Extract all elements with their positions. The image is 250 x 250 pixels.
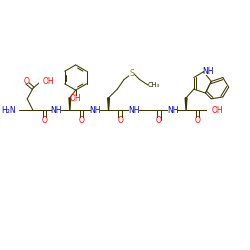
Text: O: O	[156, 116, 162, 125]
Text: NH: NH	[128, 106, 140, 115]
Polygon shape	[185, 98, 187, 110]
Bar	[148, 82, 160, 88]
Text: OH: OH	[43, 77, 54, 86]
Bar	[24, 79, 29, 84]
Bar	[91, 108, 100, 114]
Bar	[72, 96, 80, 101]
Text: O: O	[42, 116, 48, 125]
Bar	[156, 118, 161, 122]
Text: O: O	[23, 77, 29, 86]
Text: O: O	[117, 116, 123, 125]
Bar	[195, 118, 200, 122]
Polygon shape	[108, 98, 110, 110]
Text: NH: NH	[202, 67, 214, 76]
Bar	[207, 108, 216, 114]
Text: NH: NH	[50, 106, 62, 115]
Text: OH: OH	[70, 94, 82, 103]
Bar	[204, 69, 213, 75]
Bar	[42, 118, 47, 122]
Polygon shape	[69, 98, 71, 110]
Bar	[130, 108, 138, 114]
Bar	[79, 118, 84, 122]
Bar	[168, 108, 177, 114]
Text: S: S	[130, 69, 134, 78]
Bar	[39, 79, 46, 84]
Bar	[130, 71, 134, 76]
Text: H₂N: H₂N	[1, 106, 15, 115]
Text: CH₃: CH₃	[148, 82, 160, 88]
Text: NH: NH	[89, 106, 101, 115]
Text: NH: NH	[167, 106, 178, 115]
Text: O: O	[78, 116, 84, 125]
Bar	[118, 118, 122, 122]
Bar	[52, 108, 61, 114]
Text: OH: OH	[211, 106, 223, 115]
Text: O: O	[195, 116, 201, 125]
